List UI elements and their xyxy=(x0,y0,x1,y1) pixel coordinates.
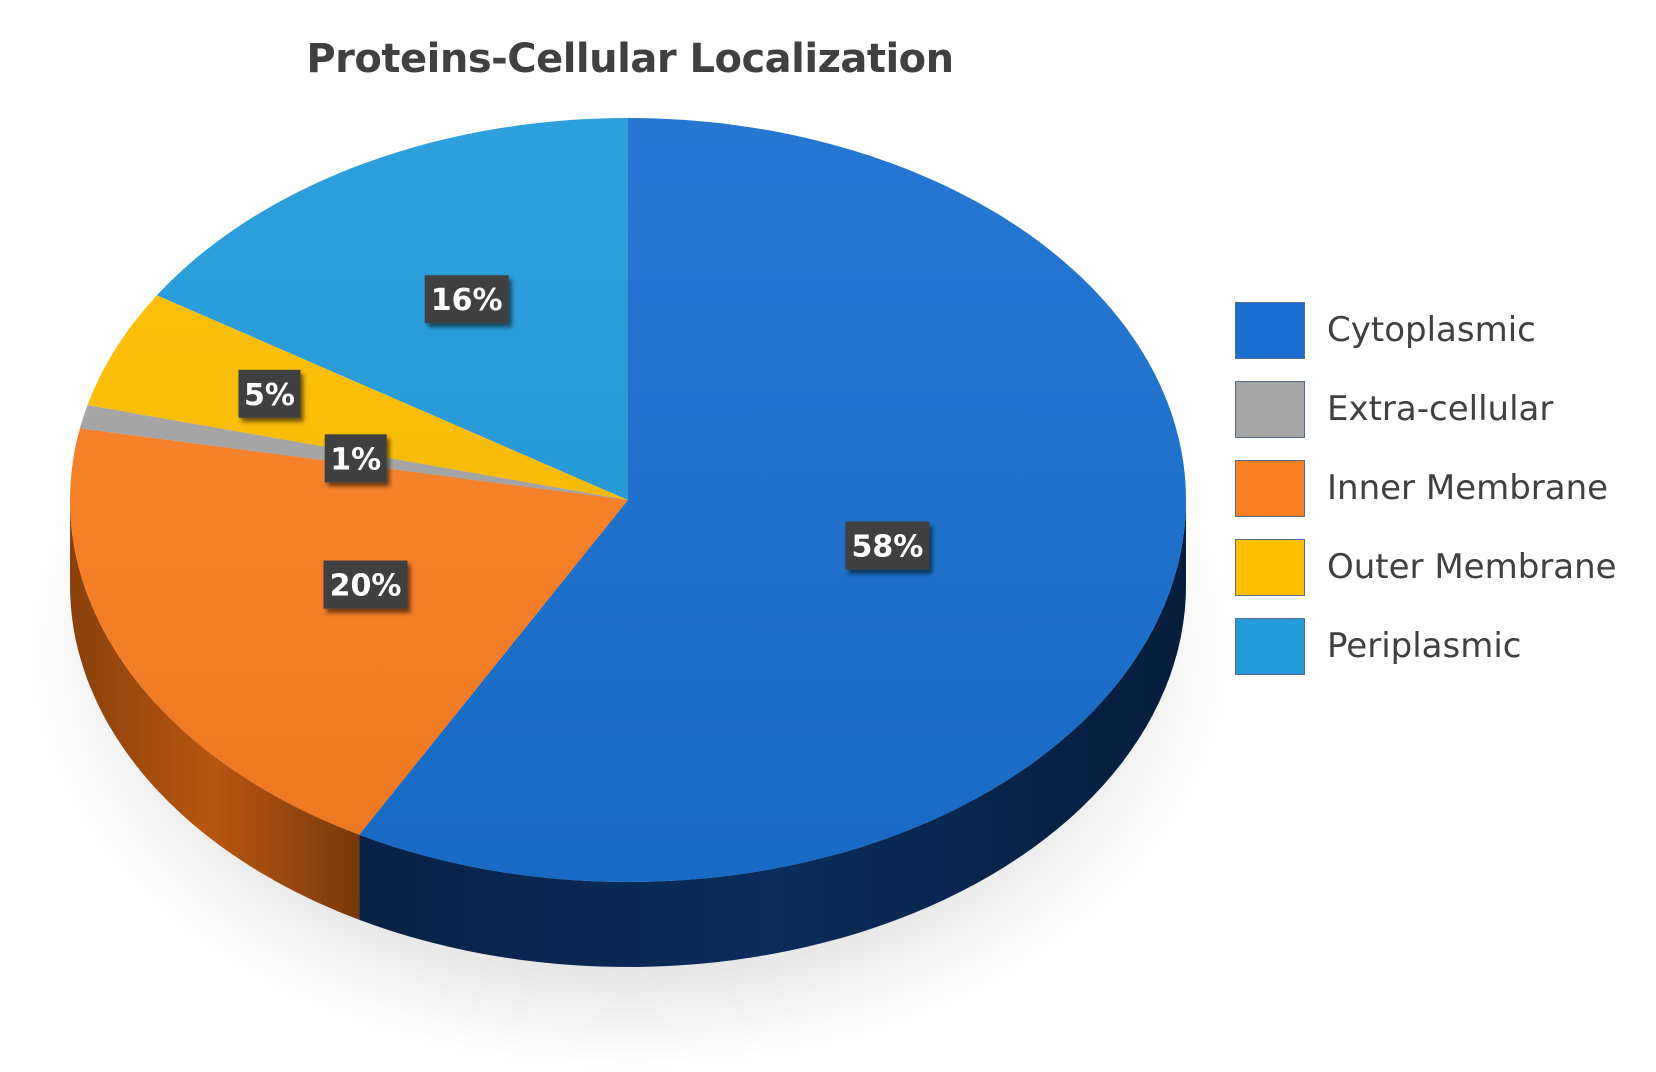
pie-side-shade xyxy=(70,500,360,920)
legend-label: Extra-cellular xyxy=(1327,389,1554,429)
legend-swatch xyxy=(1235,301,1305,359)
legend-swatch xyxy=(1235,617,1305,675)
data-label-cytoplasmic: 58% xyxy=(845,521,930,570)
legend-swatch xyxy=(1235,538,1305,596)
data-label-box xyxy=(324,434,387,483)
legend-label: Inner Membrane xyxy=(1327,468,1609,508)
data-labels: 58% 20% 1% 5% 16% xyxy=(238,275,930,609)
data-label-box xyxy=(238,369,301,418)
chart-title: Proteins-Cellular Localization xyxy=(306,36,954,82)
data-label-outer-membrane: 5% xyxy=(238,369,301,418)
pie-top-gloss xyxy=(70,118,1186,882)
legend-item-cytoplasmic: Cytoplasmic xyxy=(1235,300,1617,360)
data-label-text: 58% xyxy=(851,530,923,565)
legend-item-inner-membrane: Inner Membrane xyxy=(1235,458,1617,518)
pie-side-shade xyxy=(359,500,1186,967)
legend-label: Outer Membrane xyxy=(1327,547,1617,587)
data-label-text: 5% xyxy=(244,378,295,413)
data-label-inner-membrane: 20% xyxy=(323,560,408,609)
data-label-periplasmic: 16% xyxy=(424,275,509,324)
legend-label: Periplasmic xyxy=(1327,626,1522,666)
legend-item-periplasmic: Periplasmic xyxy=(1235,616,1617,676)
data-label-box xyxy=(424,275,509,324)
legend-swatch xyxy=(1235,459,1305,517)
data-label-box xyxy=(323,560,408,609)
data-label-text: 16% xyxy=(431,283,503,318)
legend: Cytoplasmic Extra-cellular Inner Membran… xyxy=(1235,300,1617,695)
legend-swatch xyxy=(1235,380,1305,438)
legend-item-outer-membrane: Outer Membrane xyxy=(1235,537,1617,597)
pie-sides xyxy=(70,500,1186,967)
data-label-text: 20% xyxy=(330,569,402,604)
data-label-box xyxy=(845,521,930,570)
pie-slices xyxy=(70,118,1186,882)
legend-item-extra-cellular: Extra-cellular xyxy=(1235,379,1617,439)
legend-label: Cytoplasmic xyxy=(1327,310,1536,350)
data-label-text: 1% xyxy=(330,442,381,477)
data-label-extra-cellular: 1% xyxy=(324,434,387,483)
